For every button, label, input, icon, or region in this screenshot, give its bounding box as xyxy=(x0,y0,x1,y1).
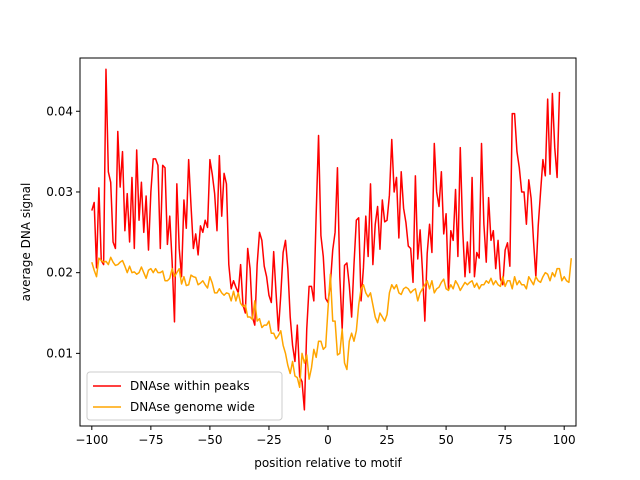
x-tick-label: −25 xyxy=(256,433,281,447)
y-tick-label: 0.04 xyxy=(46,104,73,118)
legend-label-genome: DNAse genome wide xyxy=(130,400,255,414)
x-tick-label: 25 xyxy=(379,433,394,447)
legend-label-peaks: DNAse within peaks xyxy=(130,379,250,393)
y-tick-label: 0.03 xyxy=(46,185,73,199)
x-tick-label: 75 xyxy=(498,433,513,447)
x-tick-label: −50 xyxy=(197,433,222,447)
y-tick-label: 0.02 xyxy=(46,266,73,280)
y-axis: 0.01 0.02 0.03 0.04 xyxy=(46,104,80,360)
series-line-genome xyxy=(91,256,573,389)
x-tick-label: −75 xyxy=(138,433,163,447)
x-axis: −100 −75 −50 −25 0 25 50 75 100 xyxy=(75,426,576,447)
x-axis-label: position relative to motif xyxy=(254,456,402,470)
y-axis-label: average DNA signal xyxy=(19,183,33,302)
x-tick-label: 100 xyxy=(553,433,576,447)
x-tick-label: −100 xyxy=(75,433,108,447)
x-tick-label: 50 xyxy=(438,433,453,447)
legend-box xyxy=(86,371,283,421)
y-tick-label: 0.01 xyxy=(46,346,73,360)
series-line-peaks xyxy=(91,68,561,411)
x-tick-label: 0 xyxy=(324,433,332,447)
legend: DNAse within peaks DNAse genome wide xyxy=(86,371,283,421)
plot-series-group xyxy=(91,68,573,411)
